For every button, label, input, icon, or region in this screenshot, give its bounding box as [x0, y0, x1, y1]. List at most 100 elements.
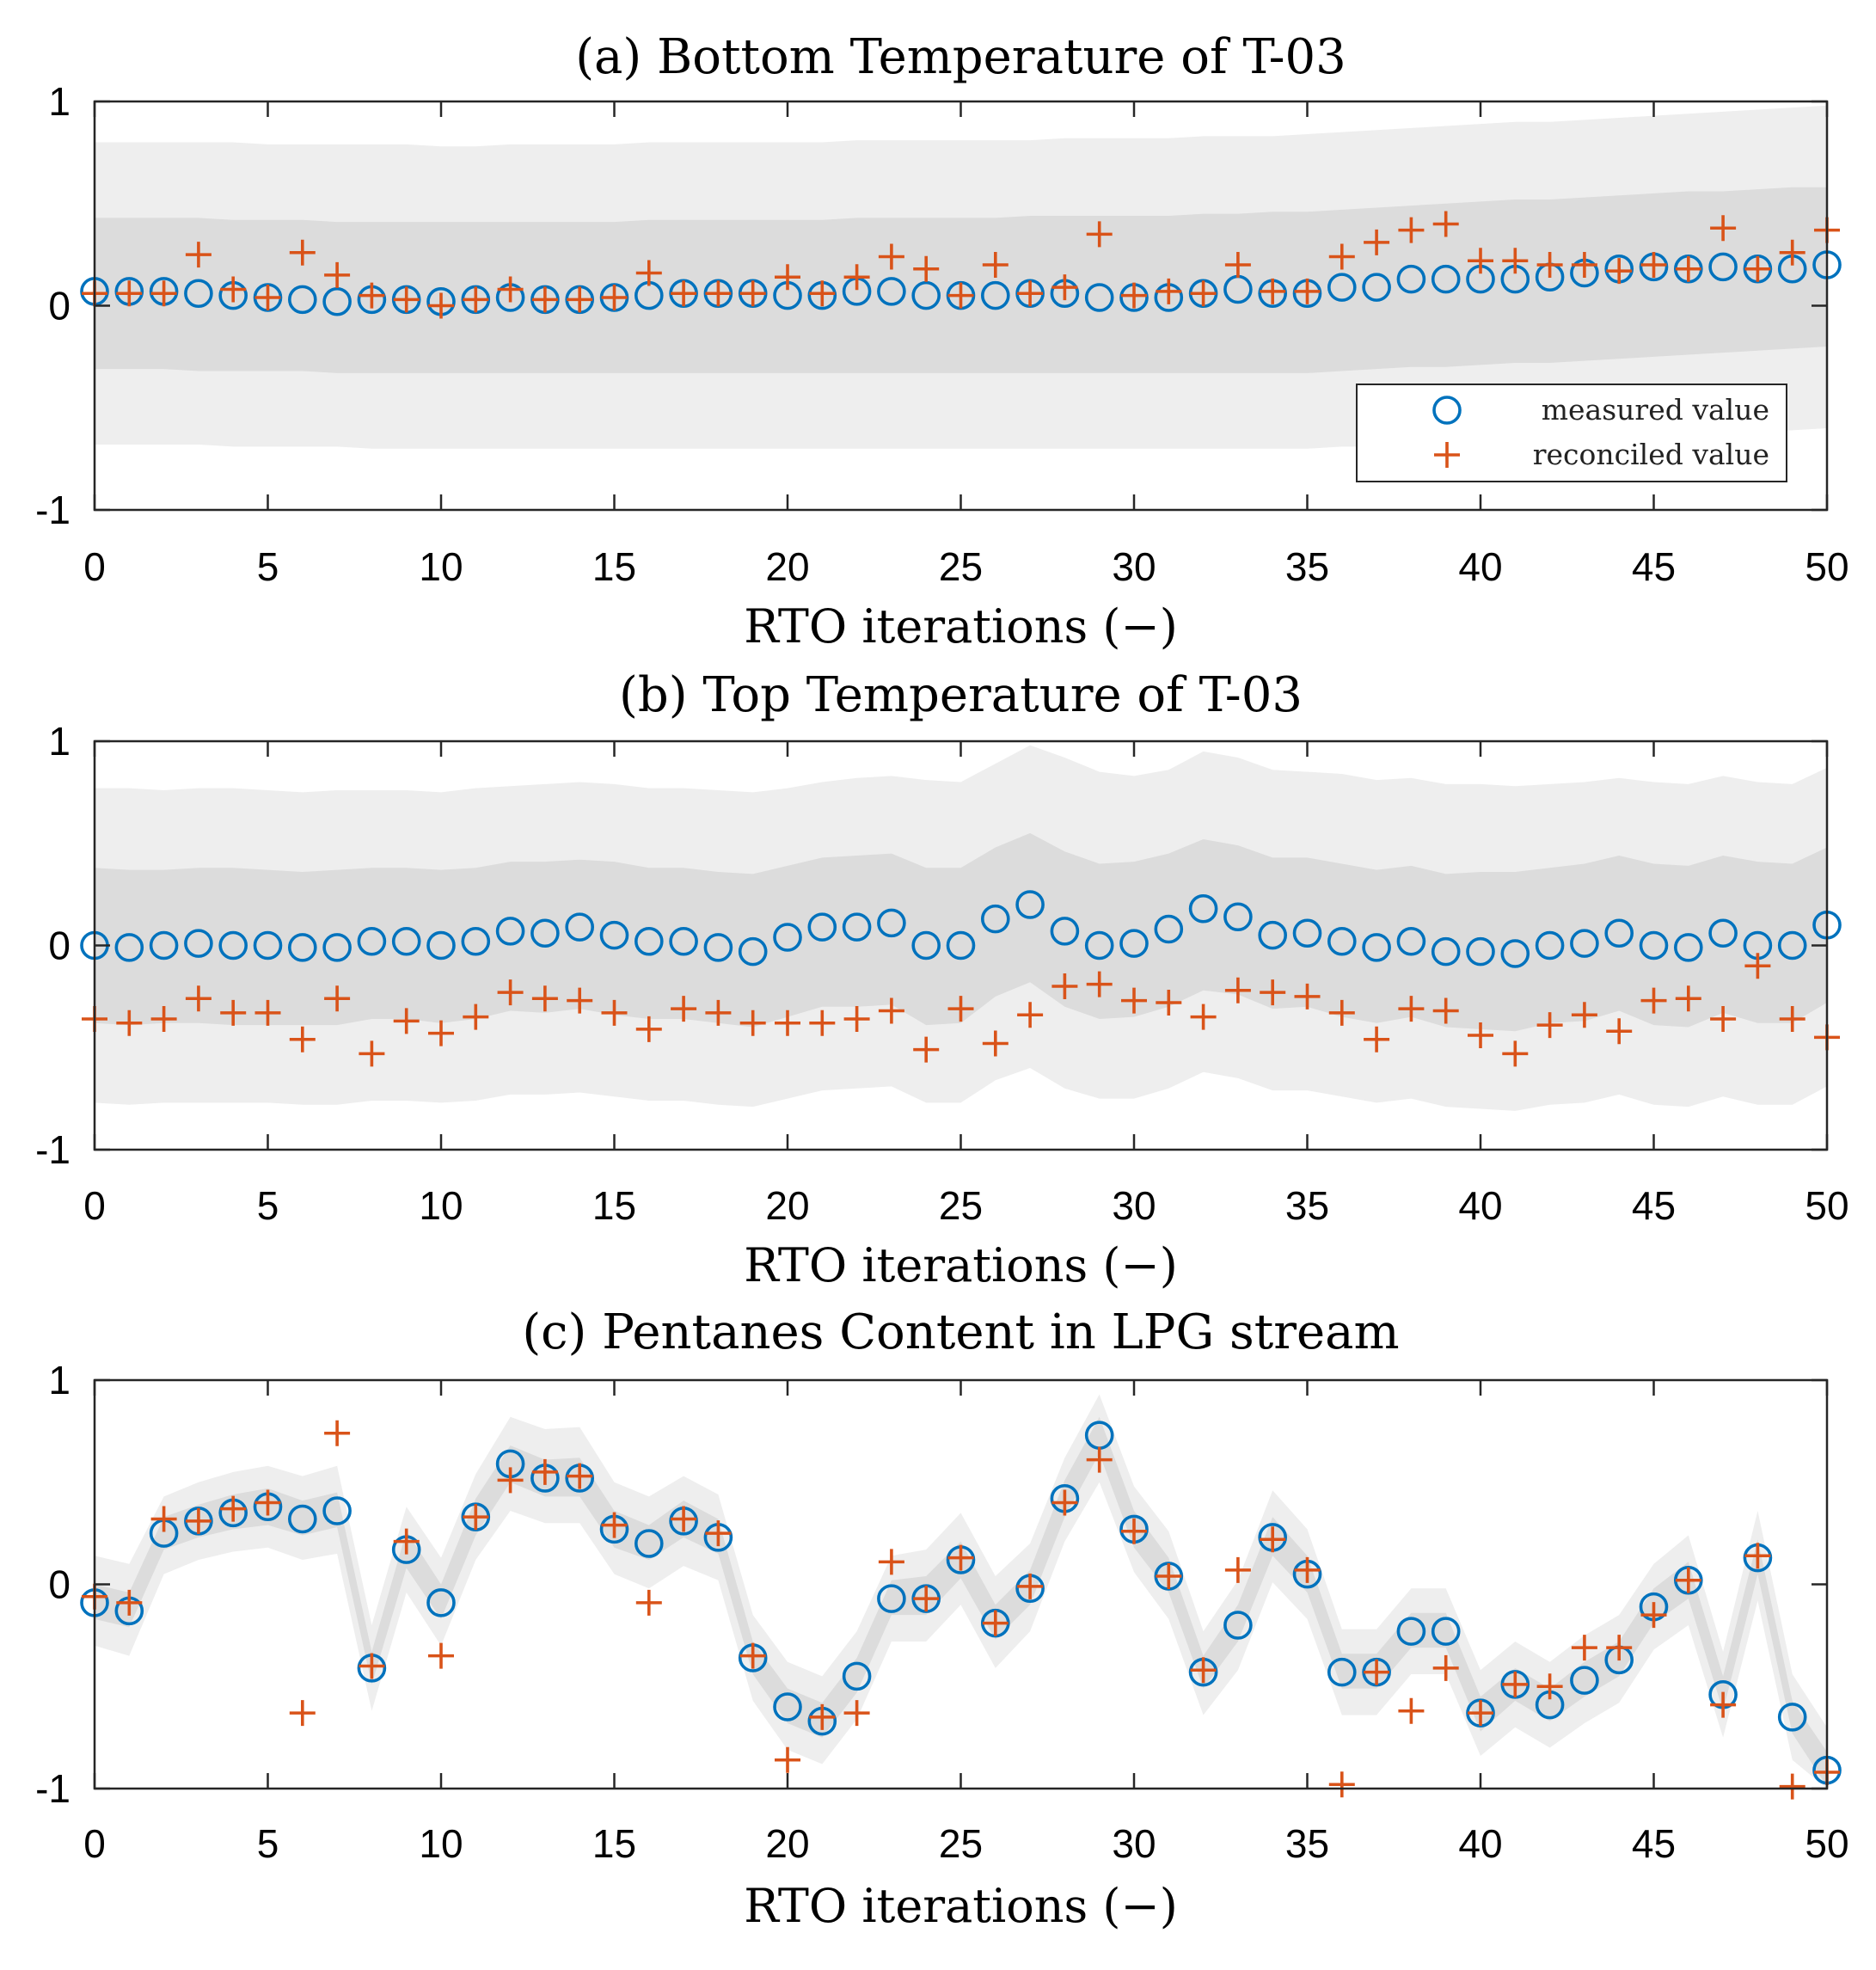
- reconciled-point: [1156, 278, 1182, 304]
- reconciled-point: [1017, 280, 1044, 307]
- reconciled-point: [463, 1504, 489, 1531]
- reconciled-point: [1364, 1026, 1390, 1053]
- measured-point: [253, 930, 283, 960]
- reconciled-point: [913, 255, 940, 282]
- reconciled-point: [739, 1010, 766, 1036]
- x-tick-label: 5: [257, 1821, 279, 1866]
- x-tick-label: 10: [419, 1821, 463, 1866]
- reconciled-point: [185, 1507, 212, 1534]
- reconciled-point: [843, 264, 870, 291]
- reconciled-point: [671, 280, 697, 307]
- reconciled-point: [1606, 1635, 1633, 1661]
- reconciled-point: [913, 1586, 940, 1612]
- markers: [80, 1420, 1842, 1800]
- reconciled-point: [1710, 1691, 1737, 1718]
- x-tick-label: 45: [1632, 1821, 1676, 1866]
- chart-title: (b) Top Temperature of T-03: [619, 667, 1303, 723]
- reconciled-point: [878, 1549, 904, 1575]
- x-tick-label: 25: [939, 544, 983, 589]
- y-tick-label: 1: [48, 1358, 71, 1402]
- measured-point: [807, 912, 837, 942]
- reconciled-point: [428, 1020, 454, 1046]
- x-tick-label: 15: [592, 1183, 636, 1228]
- reconciled-point: [1051, 973, 1078, 999]
- measured-point: [1431, 264, 1461, 294]
- measured-point: [738, 936, 768, 967]
- measured-point: [1639, 930, 1669, 960]
- reconciled-point: [1051, 1489, 1078, 1516]
- x-axis-label: RTO iterations (−): [744, 1879, 1178, 1933]
- reconciled-point: [1710, 1006, 1737, 1032]
- reconciled-point: [1432, 997, 1459, 1024]
- measured-point: [842, 1661, 872, 1691]
- reconciled-point: [1640, 987, 1667, 1014]
- reconciled-point: [1224, 1556, 1251, 1583]
- measured-point: [1292, 918, 1322, 948]
- reconciled-point: [220, 1495, 247, 1522]
- reconciled-point: [324, 985, 351, 1012]
- x-tick-label: 50: [1805, 544, 1848, 589]
- reconciled-point: [531, 1458, 558, 1485]
- measured-point: [1050, 917, 1080, 946]
- reconciled-point: [1468, 248, 1493, 274]
- measured-point: [426, 930, 456, 960]
- reconciled-point: [1328, 1771, 1355, 1798]
- reconciled-point: [1675, 1567, 1701, 1593]
- reconciled-point: [1432, 211, 1459, 237]
- reconciled-point: [1779, 239, 1805, 266]
- legend-label: measured value: [1542, 393, 1769, 427]
- confidence-bands: [95, 1394, 1827, 1789]
- measured-point: [1015, 890, 1045, 919]
- measured-point: [946, 930, 976, 960]
- measured-point: [981, 904, 1010, 934]
- confidence-bands: [95, 105, 1827, 449]
- reconciled-point: [324, 261, 351, 288]
- reconciled-point: [809, 1010, 836, 1036]
- reconciled-point: [1328, 243, 1355, 270]
- reconciled-point: [463, 286, 489, 313]
- chart-title: (c) Pentanes Content in LPG stream: [522, 1304, 1399, 1360]
- panel-1: (a) Bottom Temperature of T-030 5 10 15 20 25…: [35, 29, 1848, 654]
- reconciled-point: [775, 264, 800, 291]
- reconciled-point: [1121, 1518, 1147, 1544]
- x-tick-label: 50: [1805, 1821, 1848, 1866]
- reconciled-point: [1086, 971, 1113, 997]
- x-tick-label: 40: [1458, 544, 1502, 589]
- measured-point: [1119, 929, 1149, 958]
- reconciled-point: [1536, 1012, 1563, 1039]
- reconciled-point: [1260, 278, 1286, 304]
- reconciled-point: [1364, 1659, 1390, 1685]
- measured-point: [1570, 929, 1599, 958]
- x-tick-label: 35: [1285, 1821, 1329, 1866]
- legend-plus-marker: [1434, 442, 1460, 468]
- reconciled-point: [150, 1006, 177, 1032]
- reconciled-point: [878, 997, 904, 1024]
- measured-point: [1362, 933, 1391, 962]
- reconciled-point: [601, 285, 628, 310]
- measured-point: [218, 930, 248, 960]
- x-tick-label: 20: [765, 544, 809, 589]
- x-tick-label: 25: [939, 1183, 983, 1228]
- measured-point: [1327, 1657, 1357, 1687]
- reconciled-point: [982, 1610, 1009, 1636]
- y-tick-label: 1: [48, 79, 71, 124]
- reconciled-point: [1121, 282, 1147, 309]
- measured-point: [877, 1584, 906, 1613]
- reconciled-point: [775, 1746, 800, 1773]
- reconciled-point: [567, 1463, 593, 1489]
- panel-2: (b) Top Temperature of T-030 5 10 15 20 25 30 3…: [35, 667, 1848, 1292]
- y-tick-label: 1: [48, 719, 71, 764]
- reconciled-point: [359, 282, 385, 309]
- reconciled-point: [428, 1642, 454, 1669]
- measured-point: [184, 929, 213, 958]
- reconciled-point: [1051, 274, 1078, 301]
- reconciled-point: [497, 276, 524, 303]
- markers: [80, 890, 1842, 1067]
- legend-circle-marker: [1432, 396, 1462, 425]
- measured-point: [773, 1692, 802, 1721]
- reconciled-point: [1502, 248, 1529, 274]
- reconciled-point: [705, 280, 732, 307]
- reconciled-point: [809, 1703, 836, 1730]
- measured-point: [1362, 273, 1391, 302]
